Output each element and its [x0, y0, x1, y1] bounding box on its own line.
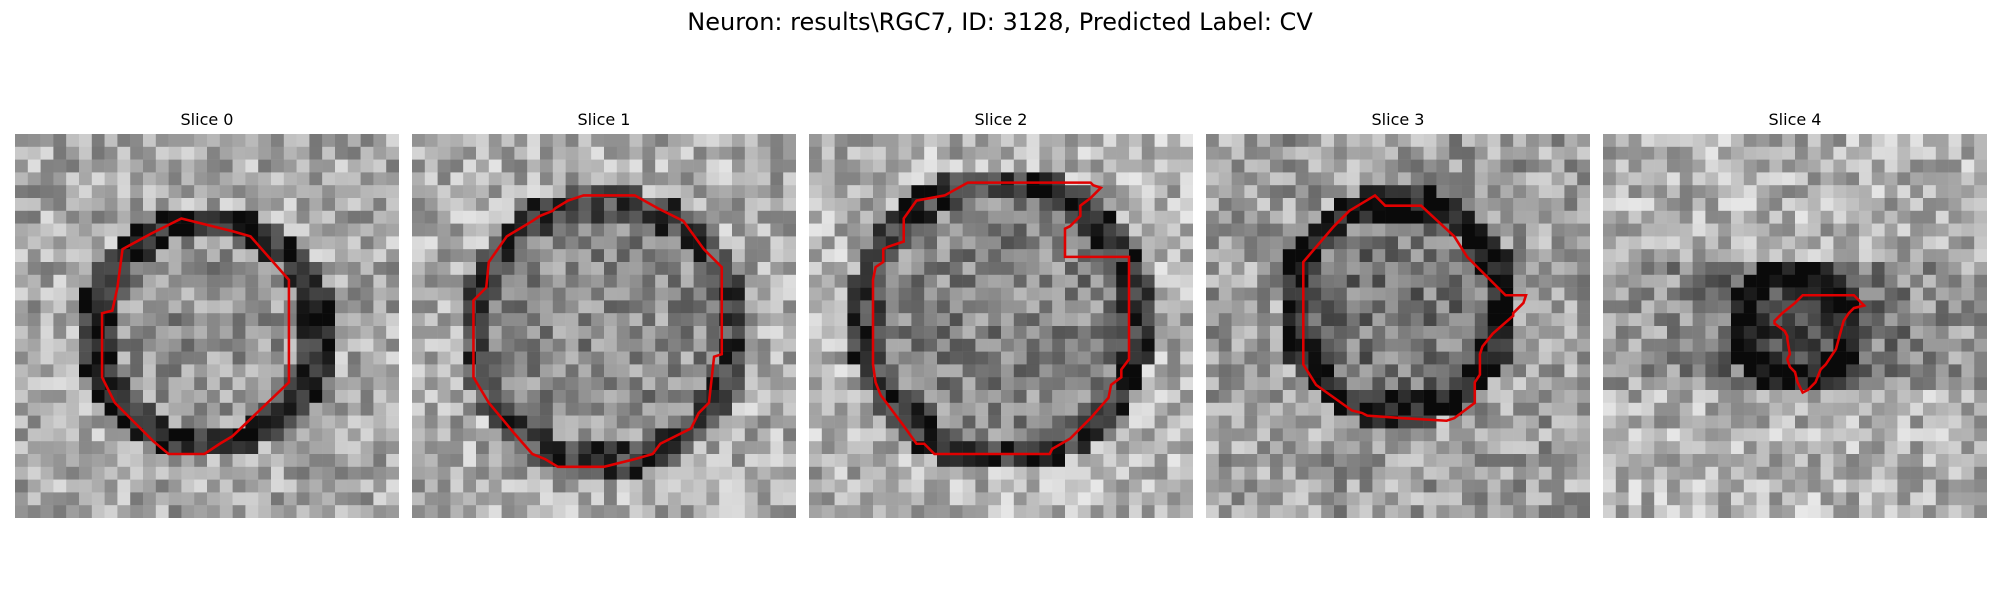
slice-title-3: Slice 3	[1371, 110, 1425, 129]
slice-title-0: Slice 0	[180, 110, 234, 129]
slice-image-4	[1603, 134, 1987, 518]
slice-image-0	[15, 134, 399, 518]
neuron-contour-2	[871, 181, 1131, 456]
slice-image-3	[1206, 134, 1590, 518]
slice-pixels-4	[1603, 134, 1987, 518]
neuron-contour-3	[1302, 193, 1528, 423]
neuron-contour-4	[1773, 294, 1867, 395]
slice-image-1	[412, 134, 796, 518]
slice-title-1: Slice 1	[577, 110, 631, 129]
slice-image-2	[809, 134, 1193, 518]
slice-pixels-0	[15, 134, 399, 518]
slice-pixels-1	[412, 134, 796, 518]
slice-title-2: Slice 2	[974, 110, 1028, 129]
figure-title: Neuron: results\RGC7, ID: 3128, Predicte…	[687, 8, 1313, 36]
slice-pixels-3	[1206, 134, 1590, 518]
slice-title-4: Slice 4	[1768, 110, 1822, 129]
neuron-contour-0	[100, 217, 291, 456]
neuron-contour-1	[472, 194, 724, 469]
slice-pixels-2	[809, 134, 1193, 518]
